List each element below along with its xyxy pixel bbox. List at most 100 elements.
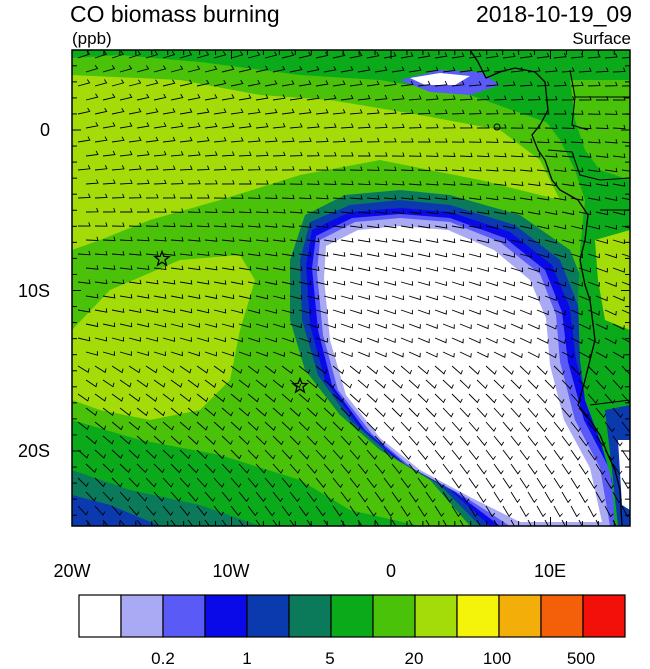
wind-barb [357,351,370,358]
wind-barb [408,266,422,272]
wind-barb [340,435,352,446]
wind-barb [281,449,293,460]
colorbar-label-1: 1 [242,649,252,668]
wind-barb [425,181,439,186]
wind-barb [136,322,150,328]
wind-barb [451,252,465,258]
wind-barb [179,136,193,143]
wind-barb [476,351,489,358]
wind-barb [391,323,404,329]
wind-barb [145,251,159,256]
wind-barb [306,180,320,185]
wind-barb [153,208,167,213]
wind-barb [459,267,473,272]
wind-barb [238,463,250,474]
wind-barb [170,322,184,328]
wind-barb [383,223,397,229]
wind-barb [476,519,481,526]
wind-barb [553,505,563,518]
wind-barb [595,181,609,187]
wind-barb [544,267,557,273]
wind-barb [417,477,428,489]
wind-barb [553,449,564,461]
wind-barb [417,393,429,404]
wind-barb [374,323,387,329]
wind-barb [289,123,303,129]
wind-barb [162,477,174,488]
wind-barb [221,294,235,300]
wind-barb [204,491,216,502]
wind-barb [400,365,413,375]
wind-barb [476,407,488,418]
wind-barb [204,179,218,185]
wind-barb [85,491,97,502]
wind-barb [204,94,218,101]
wind-barb [442,181,456,186]
colorbar-box-0 [78,594,122,638]
wind-barb [391,266,405,272]
wind-barb [94,222,108,227]
wind-barb [128,107,142,115]
wind-barb [332,137,346,143]
wind-barb [366,393,378,403]
wind-barb [289,208,303,214]
wind-barb [255,180,269,185]
wind-barb [128,165,142,171]
wind-barb [383,52,397,59]
wind-barb [247,280,261,285]
wind-barb [77,79,91,87]
wind-barb [544,67,558,73]
wind-barb [408,323,421,329]
wind-barb [170,151,184,157]
wind-barb [476,210,490,215]
wind-barb [298,365,311,375]
wind-barb [595,519,600,526]
wind-barb [119,236,133,242]
wind-barb [578,323,591,330]
wind-barb [408,435,420,446]
wind-barb [578,267,591,273]
wind-barb [510,181,524,187]
wind-barb [553,365,565,376]
wind-barb [476,295,489,301]
wind-barb [298,223,312,228]
wind-barb [238,266,252,271]
wind-barb [468,109,482,115]
wind-barb [366,365,379,375]
wind-barb [459,323,472,330]
wind-barb [111,79,125,87]
wind-barb [502,109,516,115]
wind-barb [357,435,369,446]
wind-barb [102,179,116,185]
wind-barb [238,94,252,101]
wind-barb [94,336,108,342]
wind-barb [570,421,581,433]
wind-barb [162,337,176,342]
wind-barb [289,435,301,446]
wind-barb [510,152,524,158]
wind-barb [247,337,260,343]
wind-barb [400,281,414,286]
wind-barb [332,252,346,257]
wind-barb [451,52,465,59]
wind-barb [196,393,209,403]
wind-barb [230,251,244,257]
wind-barb [323,407,335,417]
wind-barb [230,79,244,87]
wind-barb [128,193,142,199]
wind-barb [442,209,456,215]
wind-barb [476,238,490,244]
wind-barb [544,379,556,390]
wind-barb [493,407,505,418]
wind-barb [298,137,312,143]
wind-barb [153,322,167,328]
wind-barb [502,167,516,172]
wind-barb [425,152,439,157]
wind-barb [527,152,541,158]
field-deck-white [324,226,602,522]
wind-barb [162,393,175,403]
wind-barb [179,251,193,256]
wind-barb [85,322,99,328]
wind-barb [204,294,218,300]
wind-barb [119,407,132,417]
